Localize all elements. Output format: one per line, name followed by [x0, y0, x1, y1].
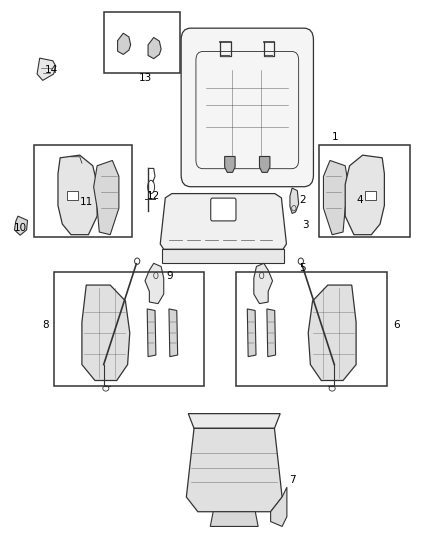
Text: 8: 8 — [43, 320, 49, 330]
Polygon shape — [210, 512, 258, 527]
Bar — [34, 144, 132, 237]
Polygon shape — [254, 263, 272, 304]
Bar — [67, 191, 78, 200]
Text: 1: 1 — [332, 132, 339, 142]
Bar — [365, 191, 376, 200]
Text: 11: 11 — [80, 197, 93, 207]
Bar — [104, 12, 180, 73]
Bar — [319, 144, 410, 237]
Polygon shape — [37, 58, 56, 80]
Text: 12: 12 — [147, 191, 160, 201]
Text: 2: 2 — [300, 195, 306, 205]
Polygon shape — [14, 216, 28, 235]
Polygon shape — [147, 309, 156, 357]
Polygon shape — [345, 155, 385, 235]
Polygon shape — [267, 309, 276, 357]
Ellipse shape — [298, 258, 304, 264]
Polygon shape — [82, 285, 130, 381]
Text: 13: 13 — [138, 73, 152, 83]
Polygon shape — [308, 285, 356, 381]
Polygon shape — [290, 188, 299, 214]
Polygon shape — [247, 309, 256, 357]
Text: 9: 9 — [167, 271, 173, 280]
Polygon shape — [169, 309, 178, 357]
Text: 7: 7 — [289, 475, 295, 484]
Text: 14: 14 — [45, 66, 58, 75]
Polygon shape — [225, 157, 235, 172]
Polygon shape — [186, 429, 282, 512]
FancyBboxPatch shape — [181, 28, 314, 187]
FancyBboxPatch shape — [162, 249, 284, 263]
FancyBboxPatch shape — [211, 198, 236, 221]
Polygon shape — [94, 160, 119, 235]
Text: 4: 4 — [356, 195, 363, 205]
Polygon shape — [271, 487, 287, 527]
Text: 6: 6 — [393, 320, 400, 330]
Bar — [53, 272, 204, 386]
Text: 10: 10 — [14, 223, 27, 233]
Polygon shape — [148, 37, 161, 59]
Ellipse shape — [134, 258, 140, 264]
Bar — [237, 272, 387, 386]
Polygon shape — [259, 157, 270, 172]
Polygon shape — [58, 155, 97, 235]
Polygon shape — [117, 33, 131, 54]
Polygon shape — [160, 193, 286, 249]
Polygon shape — [188, 414, 280, 429]
Text: 5: 5 — [300, 263, 306, 273]
Text: 3: 3 — [302, 220, 308, 230]
Polygon shape — [323, 160, 349, 235]
Polygon shape — [145, 263, 164, 304]
